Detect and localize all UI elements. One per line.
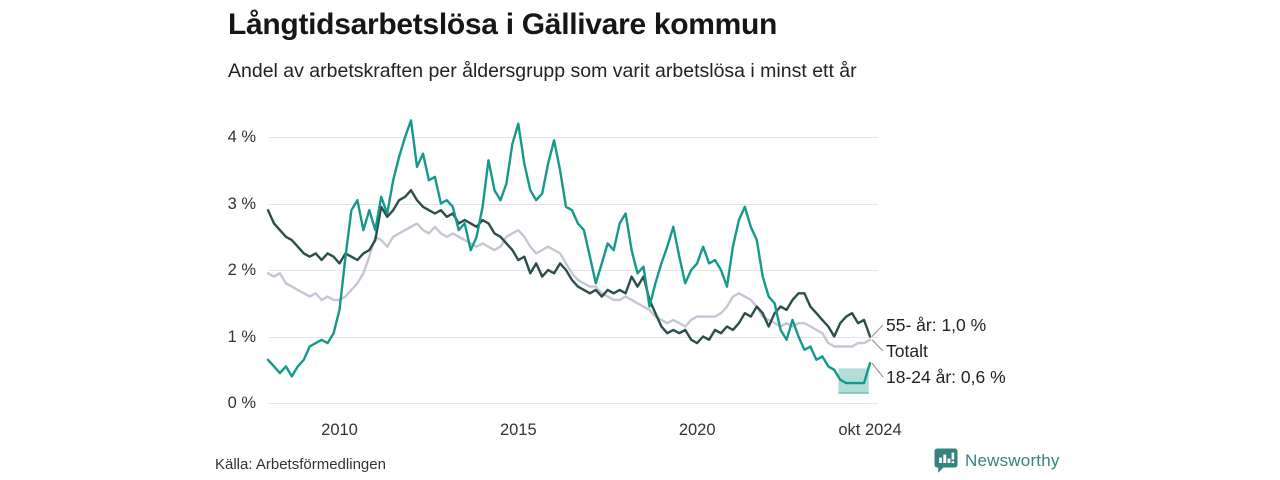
x-tick-label: 2020 [678,421,716,439]
label-connector [871,339,884,352]
y-tick-label: 3 % [227,194,256,213]
x-tick-label: 2010 [321,421,358,439]
newsworthy-bar-chart-bubble-icon [934,448,958,474]
series-line-Totalt [266,222,872,348]
y-tick-label: 1 % [227,327,256,346]
series-label-18-24: 18-24 år: 0,6 % [886,367,1006,387]
label-connector [871,362,884,378]
chart-title: Långtidsarbetslösa i Gällivare kommun [228,8,778,41]
label-connector [871,324,884,337]
series-label-55: 55- år: 1,0 % [886,315,987,335]
series-line-18-24-r [266,119,872,385]
newsworthy-logo: Newsworthy [934,448,1060,474]
newsworthy-wordmark: Newsworthy [965,451,1060,470]
source-note: Källa: Arbetsförmedlingen [215,456,386,473]
y-tick-label: 4 % [227,128,256,146]
y-tick-label: 0 % [227,394,256,412]
series-label-totalt: Totalt [886,341,928,361]
x-tick-label: 2015 [499,421,537,439]
series-line-55-r [266,189,872,345]
x-tick-label: okt 2024 [838,421,902,439]
chart-subtitle: Andel av arbetskraften per åldersgrupp s… [228,60,857,82]
y-tick-label: 2 % [227,261,256,279]
